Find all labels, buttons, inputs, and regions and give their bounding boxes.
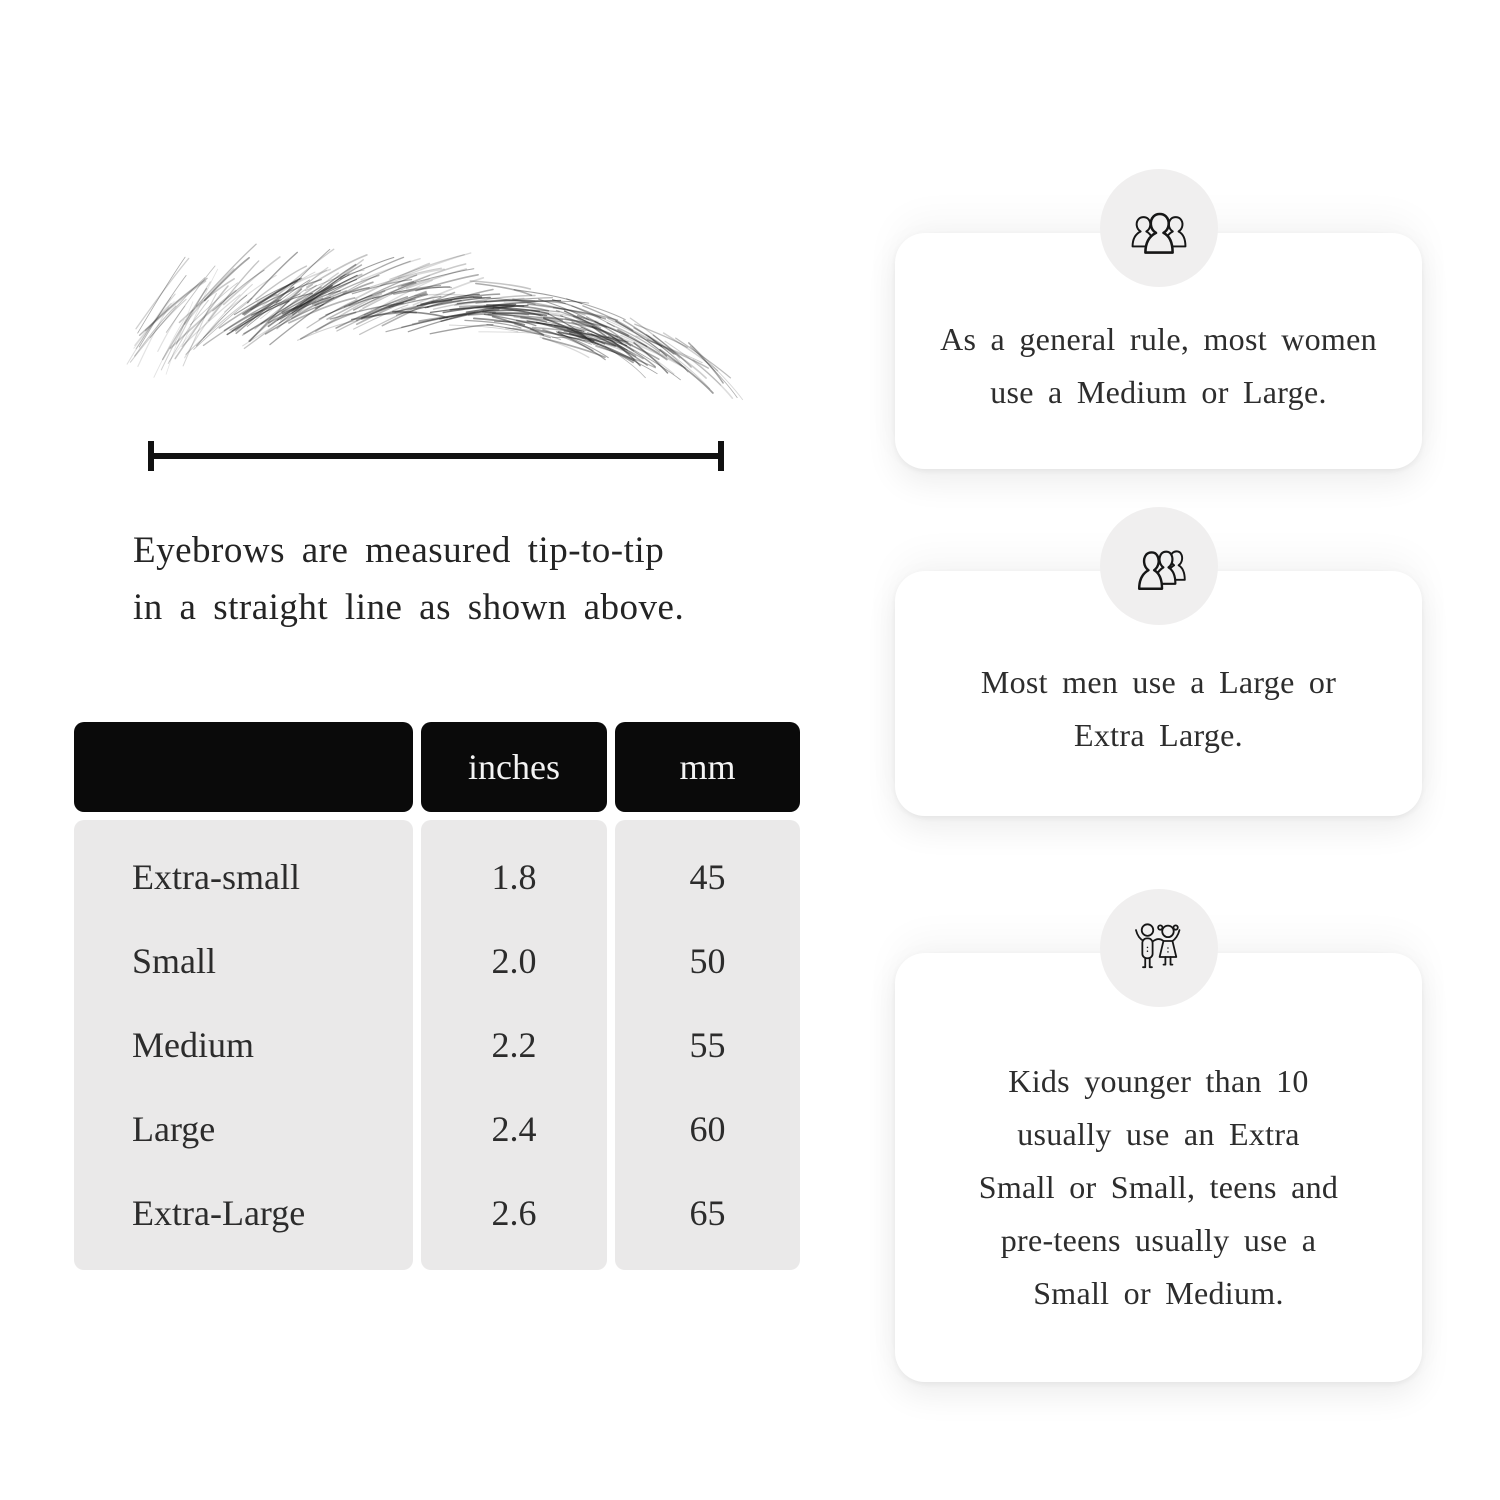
men-group-icon bbox=[1137, 550, 1186, 590]
men-group-icon-circle bbox=[1099, 507, 1218, 625]
eyebrow-illustration bbox=[126, 243, 744, 401]
card-text-line: pre-teens usually use a bbox=[1000, 1222, 1317, 1258]
mm-value: 60 bbox=[689, 1109, 726, 1149]
card-text-line: Most men use a Large or bbox=[980, 663, 1337, 700]
card-text-line: use a Medium or Large. bbox=[990, 374, 1327, 410]
size-table: inches mm Extra-small Small Medium Large… bbox=[74, 722, 800, 1270]
size-table-header-mm: mm bbox=[615, 722, 800, 812]
size-table-mm-column: 45 50 55 60 65 bbox=[615, 820, 800, 1270]
measurement-caption: Eyebrows are measured tip-to-tip in a st… bbox=[133, 522, 773, 636]
measurement-left-tick bbox=[148, 441, 154, 471]
inches-value: 2.6 bbox=[491, 1193, 537, 1233]
kids-icon bbox=[1134, 923, 1180, 969]
card-text-line: As a general rule, most women bbox=[940, 321, 1377, 357]
size-label: Extra-small bbox=[132, 857, 300, 897]
women-group-icon-circle bbox=[1099, 169, 1218, 287]
card-text-line: usually use an Extra bbox=[1017, 1116, 1300, 1152]
size-label: Medium bbox=[132, 1025, 254, 1065]
note-card-text: Most men use a Large or Extra Large. bbox=[981, 656, 1336, 762]
mm-value: 45 bbox=[689, 857, 726, 897]
size-table-inches-column: 1.8 2.0 2.2 2.4 2.6 bbox=[421, 820, 607, 1270]
mm-value: 50 bbox=[689, 941, 726, 981]
size-label: Extra-Large bbox=[132, 1193, 306, 1233]
note-card-men: Most men use a Large or Extra Large. bbox=[895, 507, 1422, 816]
size-table-header-size bbox=[74, 722, 413, 812]
mm-value: 65 bbox=[689, 1193, 726, 1233]
note-card-kids: Kids younger than 10 usually use an Extr… bbox=[895, 889, 1422, 1382]
size-label: Large bbox=[132, 1109, 216, 1149]
size-table-label-column: Extra-small Small Medium Large Extra-Lar… bbox=[74, 820, 413, 1270]
note-card-text: Kids younger than 10 usually use an Extr… bbox=[979, 1055, 1338, 1320]
inches-value: 2.0 bbox=[491, 941, 537, 981]
inches-value: 2.2 bbox=[491, 1025, 537, 1065]
mm-value: 55 bbox=[689, 1025, 726, 1065]
women-group-icon bbox=[1131, 212, 1186, 254]
measurement-right-tick bbox=[718, 441, 724, 471]
kids-icon-circle bbox=[1099, 889, 1218, 1007]
card-text-line: Extra Large. bbox=[1074, 716, 1243, 753]
card-text-line: Kids younger than 10 bbox=[1008, 1063, 1309, 1099]
card-text-line: Small or Small, teens and bbox=[978, 1169, 1339, 1205]
inches-value: 1.8 bbox=[491, 857, 537, 897]
note-card-women: As a general rule, most women use a Medi… bbox=[895, 169, 1422, 469]
caption-line: in a straight line as shown above. bbox=[133, 587, 685, 628]
size-label: Small bbox=[132, 941, 217, 981]
card-text-line: Small or Medium. bbox=[1033, 1275, 1284, 1311]
inches-value: 2.4 bbox=[491, 1109, 537, 1149]
note-card-text: As a general rule, most women use a Medi… bbox=[940, 313, 1377, 419]
measurement-line bbox=[148, 441, 724, 471]
size-table-header-inches: inches bbox=[421, 722, 607, 812]
caption-line: Eyebrows are measured tip-to-tip bbox=[133, 530, 665, 571]
